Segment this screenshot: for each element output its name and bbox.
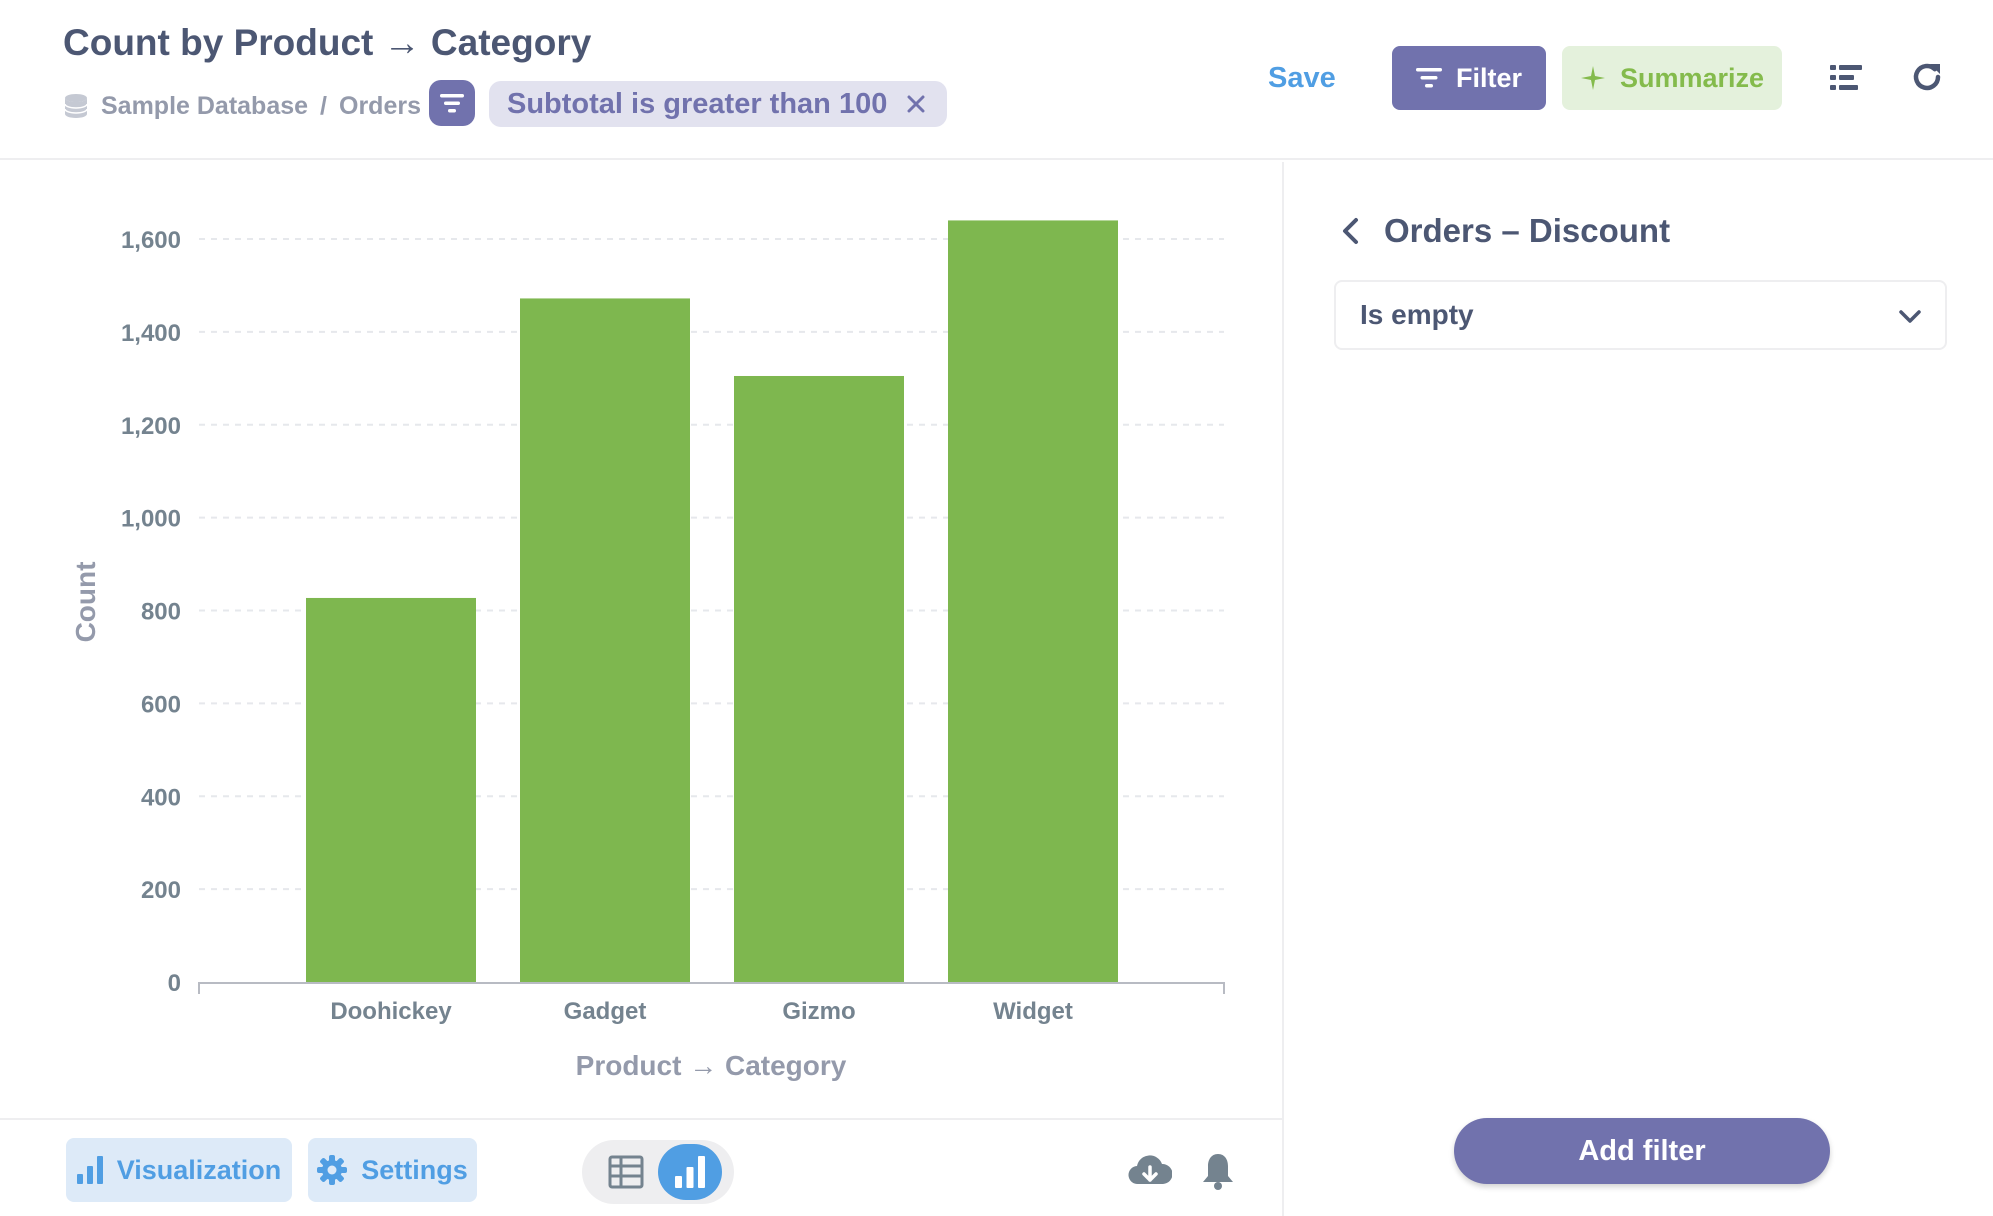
breadcrumb: Sample Database / Orders: [63, 86, 421, 126]
operator-select-value: Is empty: [1360, 299, 1474, 330]
x-tick-label: Widget: [993, 998, 1073, 1025]
y-tick-label: 400: [141, 784, 181, 811]
active-filter-pill[interactable]: Subtotal is greater than 100: [489, 81, 948, 127]
bell-icon[interactable]: [1200, 1152, 1236, 1190]
visualization-button-label: Visualization: [116, 1154, 282, 1185]
y-tick-label: 1,000: [121, 506, 181, 533]
y-tick-label: 1,400: [121, 320, 181, 347]
chevron-down-icon: [1899, 299, 1921, 331]
active-filter-label: Subtotal is greater than 100: [507, 87, 888, 120]
question-title: Count by Product → Category: [63, 22, 592, 63]
x-tick-label: Gizmo: [782, 998, 855, 1025]
x-tick-label: Gadget: [564, 998, 647, 1025]
x-axis-title: Product → Category: [576, 1050, 847, 1081]
settings-button[interactable]: Settings: [308, 1138, 477, 1202]
add-filter-button[interactable]: Add filter: [1454, 1118, 1830, 1184]
visualization-button[interactable]: Visualization: [66, 1138, 292, 1202]
y-tick-label: 0: [168, 970, 181, 997]
filter-icon: [1415, 68, 1442, 88]
sparkle-icon: [1580, 66, 1605, 90]
summarize-button-label: Summarize: [1619, 62, 1765, 93]
download-icon[interactable]: [1128, 1154, 1172, 1190]
filter-button[interactable]: Filter: [1392, 46, 1546, 110]
view-toggle: [582, 1140, 734, 1204]
filter-toggle-icon[interactable]: [429, 80, 475, 126]
chart-area: 0 200 400 600 800 1,000 1,200 1,400 1,600 Doohick…: [0, 162, 1282, 1117]
refresh-icon[interactable]: [1910, 60, 1944, 94]
bar-doohickey: [306, 597, 476, 982]
y-axis-title: Count: [70, 562, 101, 643]
y-tick-label: 1,200: [121, 413, 181, 440]
y-tick-label: 800: [141, 599, 181, 626]
query-header: Count by Product → Category Sample Datab…: [0, 0, 1993, 160]
bar-chart-icon: [675, 1156, 705, 1188]
table-icon[interactable]: [608, 1154, 644, 1190]
database-icon: [63, 93, 89, 119]
operator-select[interactable]: Is empty: [1334, 280, 1947, 350]
bar-chart: 0 200 400 600 800 1,000 1,200 1,400 1,600 Doohick…: [70, 220, 1225, 1081]
bar-gadget: [520, 298, 690, 982]
filter-column-header[interactable]: Orders – Discount: [1336, 206, 1670, 256]
filter-column-title: Orders – Discount: [1384, 212, 1671, 249]
breadcrumb-database[interactable]: Sample Database: [101, 91, 309, 120]
save-button[interactable]: Save: [1268, 61, 1336, 94]
close-icon[interactable]: [907, 95, 925, 113]
gear-icon: [317, 1155, 348, 1185]
x-tick-label: Doohickey: [330, 998, 452, 1025]
settings-button-label: Settings: [361, 1154, 468, 1185]
query-footer: Visualization Settings: [0, 1118, 1282, 1216]
breadcrumb-separator: /: [320, 91, 327, 120]
chevron-left-icon[interactable]: [1336, 216, 1366, 246]
filter-sidebar: Orders – Discount Is empty Add filter: [1282, 162, 1993, 1216]
filter-button-label: Filter: [1455, 62, 1522, 93]
bar-gizmo: [734, 375, 904, 983]
bar-chart-icon: [76, 1156, 103, 1184]
breadcrumb-table[interactable]: Orders: [339, 91, 421, 120]
y-tick-label: 600: [141, 691, 181, 718]
summarize-button[interactable]: Summarize: [1562, 46, 1782, 110]
y-tick-label: 1,600: [121, 227, 181, 254]
chart-view-toggle[interactable]: [658, 1144, 722, 1200]
list-icon[interactable]: [1830, 62, 1862, 94]
y-tick-label: 200: [141, 877, 181, 904]
bar-widget: [948, 220, 1118, 983]
